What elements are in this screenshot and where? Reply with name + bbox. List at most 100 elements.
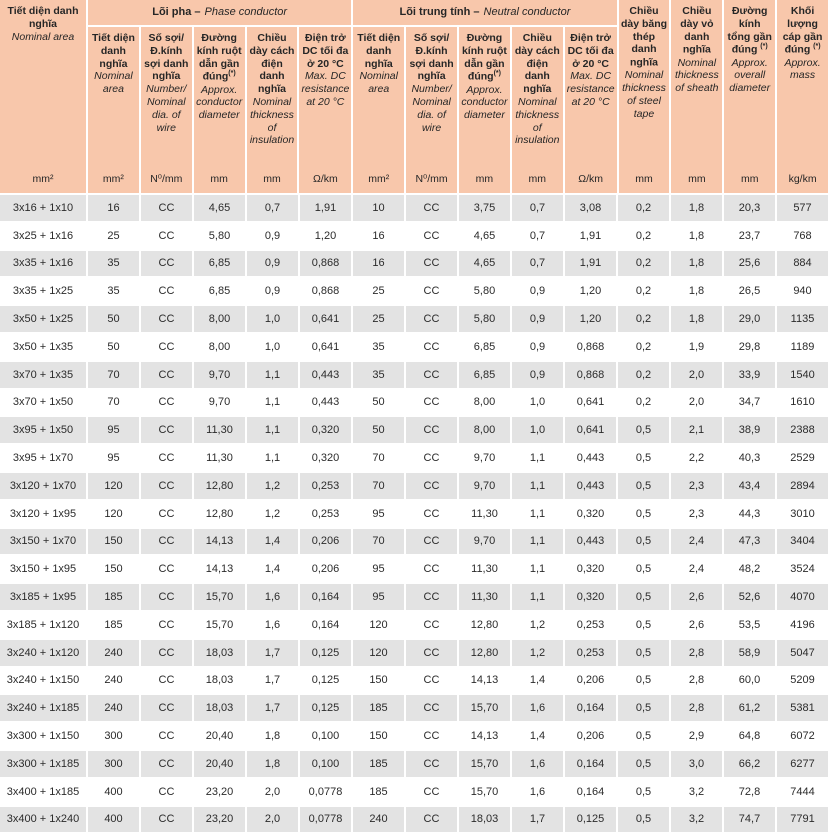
value-cell: 1,4: [512, 667, 563, 694]
value-cell: 185: [88, 611, 139, 638]
value-cell: 12,80: [194, 500, 245, 527]
value-cell: 8,00: [459, 417, 510, 444]
table-row: 3x300 + 1x185 300 CC 20,40 1,8 0,100 185 CC 15,7…: [0, 750, 828, 777]
value-cell: 240: [88, 639, 139, 666]
value-cell: 5,80: [459, 278, 510, 305]
table-row: 3x185 + 1x120 185 CC 15,70 1,6 0,164 120 CC 12,8…: [0, 611, 828, 638]
value-cell: 0,7: [512, 250, 563, 277]
value-cell: 2,4: [671, 556, 722, 583]
table-row: 3x400 + 1x240 400 CC 23,20 2,0 0,0778 240 CC 18,…: [0, 806, 828, 833]
value-cell: 15,70: [194, 611, 245, 638]
value-cell: 185: [353, 695, 404, 722]
value-cell: 1,1: [247, 417, 298, 444]
col-header-approx-mass: Khối lượng cáp gần đúng (*) Approx. mass…: [777, 0, 828, 193]
table-row: 3x185 + 1x95 185 CC 15,70 1,6 0,164 95 CC 11,30 1…: [0, 584, 828, 610]
value-cell: 1,8: [247, 723, 298, 749]
value-cell: CC: [141, 528, 192, 555]
col-header-en: Nominal area: [359, 70, 398, 96]
value-cell: 1,4: [247, 528, 298, 555]
value-cell: CC: [406, 445, 457, 471]
cable-size-cell: 3x240 + 1x150: [0, 667, 86, 694]
col-header-en: Nominal thickness of steel tape: [622, 69, 666, 120]
group-header-en: Phase conductor: [204, 5, 288, 18]
col-header-en: Approx. conductor diameter: [461, 83, 508, 122]
cable-size-cell: 3x50 + 1x35: [0, 333, 86, 360]
value-cell: 3,2: [671, 806, 722, 833]
value-cell: 0,2: [618, 306, 669, 332]
value-cell: 0,206: [565, 667, 616, 694]
value-cell: CC: [406, 500, 457, 527]
value-cell: 150: [88, 528, 139, 555]
footnote-marker: (*): [228, 70, 236, 78]
value-cell: 4,65: [459, 250, 510, 277]
value-cell: 0,868: [300, 278, 351, 305]
value-cell: 2,3: [671, 500, 722, 527]
value-cell: 1,20: [300, 222, 351, 249]
value-cell: 0,0778: [300, 806, 351, 833]
value-cell: 1,91: [565, 222, 616, 249]
value-cell: CC: [406, 195, 457, 221]
cable-size-cell: 3x120 + 1x95: [0, 500, 86, 527]
value-cell: 4070: [777, 584, 828, 610]
col-header-unit: mm²: [32, 173, 54, 186]
value-cell: 70: [88, 361, 139, 388]
value-cell: 95: [353, 556, 404, 583]
value-cell: 0,125: [300, 639, 351, 666]
value-cell: 0,9: [512, 278, 563, 305]
value-cell: CC: [406, 278, 457, 305]
value-cell: 1,6: [247, 584, 298, 610]
value-cell: 0,443: [300, 389, 351, 416]
value-cell: 0,9: [512, 306, 563, 332]
cable-size-cell: 3x300 + 1x150: [0, 723, 86, 749]
value-cell: 577: [777, 195, 828, 221]
value-cell: 44,3: [724, 500, 775, 527]
value-cell: 18,03: [194, 695, 245, 722]
value-cell: CC: [141, 611, 192, 638]
value-cell: 0,164: [565, 695, 616, 722]
value-cell: 768: [777, 222, 828, 249]
value-cell: 1,7: [512, 806, 563, 833]
value-cell: 1,1: [512, 472, 563, 499]
col-header-en: Nominal area: [11, 30, 75, 43]
value-cell: CC: [406, 333, 457, 360]
value-cell: 0,641: [300, 306, 351, 332]
col-header-phase-insulation-thickness: Chiều dày cách điện danh nghĩa Nominal t…: [246, 27, 298, 193]
col-header-en: Max. DC resistance at 20 °C: [301, 70, 350, 108]
col-header-en: Number/ Nominal dia. of wire: [146, 83, 187, 134]
value-cell: 1,8: [671, 195, 722, 221]
value-cell: 9,70: [459, 472, 510, 499]
value-cell: 70: [353, 528, 404, 555]
col-header-cable-nominal-area: Tiết diện danh nghĩa Nominal area mm²: [0, 0, 86, 193]
value-cell: 1,8: [671, 306, 722, 332]
value-cell: CC: [406, 695, 457, 722]
value-cell: CC: [406, 584, 457, 610]
value-cell: 0,443: [565, 445, 616, 471]
value-cell: 1,20: [565, 306, 616, 332]
table-row: 3x35 + 1x16 35 CC 6,85 0,9 0,868 16 CC 4,65 0,7 1,…: [0, 250, 828, 277]
value-cell: 15,70: [459, 778, 510, 805]
value-cell: 43,4: [724, 472, 775, 499]
value-cell: 25: [353, 278, 404, 305]
col-header-vi: Chiều dày cách điện danh nghĩa: [249, 32, 295, 96]
value-cell: 1135: [777, 306, 828, 332]
value-cell: 1,20: [565, 278, 616, 305]
value-cell: 14,13: [459, 667, 510, 694]
col-header-en: Nominal thickness of insulation: [249, 95, 295, 147]
col-header-unit: mm: [475, 173, 494, 186]
value-cell: 61,2: [724, 695, 775, 722]
value-cell: CC: [141, 417, 192, 444]
value-cell: CC: [141, 806, 192, 833]
value-cell: 1,2: [512, 611, 563, 638]
value-cell: 1540: [777, 361, 828, 388]
value-cell: 20,40: [194, 750, 245, 777]
col-header-unit: mm: [210, 173, 228, 186]
value-cell: 400: [88, 778, 139, 805]
col-header-neutral-conductor-diameter: Đường kính ruột dẫn gần đúng(*) Approx. …: [459, 27, 510, 193]
value-cell: 14,13: [459, 723, 510, 749]
value-cell: 9,70: [194, 361, 245, 388]
value-cell: 240: [353, 806, 404, 833]
value-cell: CC: [406, 417, 457, 444]
value-cell: 1,4: [512, 723, 563, 749]
value-cell: 50: [88, 333, 139, 360]
